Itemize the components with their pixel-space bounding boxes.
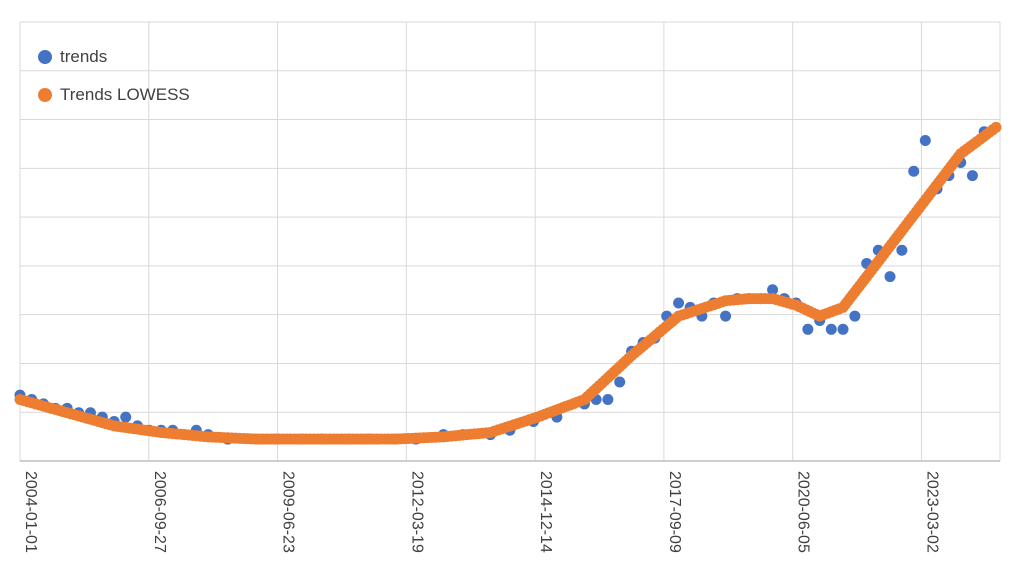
legend-marker-trends <box>38 50 52 64</box>
series-lowess <box>14 121 1002 445</box>
trends-point <box>884 271 896 283</box>
trends-point <box>767 284 779 296</box>
trends-point <box>919 135 931 147</box>
trends-point <box>896 244 908 256</box>
trends-point <box>837 323 849 335</box>
trends-point <box>802 323 814 335</box>
legend-label-lowess: Trends LOWESS <box>60 85 190 104</box>
x-tick-label: 2017-09-09 <box>666 471 683 553</box>
x-tick-label: 2012-03-19 <box>408 471 425 553</box>
trends-point <box>908 165 920 177</box>
x-tick-label: 2014-12-14 <box>537 471 554 553</box>
x-tick-label: 2023-03-02 <box>923 471 940 553</box>
legend-item-trends: trends <box>38 38 190 76</box>
trends-point <box>825 323 837 335</box>
trends-point <box>849 310 861 322</box>
x-axis-ticks: 2004-01-01 2006-09-27 2009-06-23 2012-03-19… <box>22 471 940 553</box>
legend-item-lowess: Trends LOWESS <box>38 76 190 114</box>
trends-point <box>966 170 978 182</box>
legend: trends Trends LOWESS <box>38 38 190 114</box>
x-tick-label: 2006-09-27 <box>151 471 168 553</box>
trends-point <box>720 310 732 322</box>
x-tick-label: 2004-01-01 <box>22 471 39 553</box>
legend-marker-lowess <box>38 88 52 102</box>
gridlines <box>19 21 1001 462</box>
legend-label-trends: trends <box>60 47 108 66</box>
trends-point <box>614 376 626 388</box>
x-tick-label: 2009-06-23 <box>280 471 297 553</box>
trends-point <box>602 394 614 406</box>
series-layer <box>14 121 1002 445</box>
trends-point <box>120 411 132 423</box>
x-tick-label: 2020-06-05 <box>795 471 812 553</box>
series-trends <box>14 126 990 445</box>
lowess-point <box>990 121 1002 133</box>
trends-point <box>673 297 685 309</box>
